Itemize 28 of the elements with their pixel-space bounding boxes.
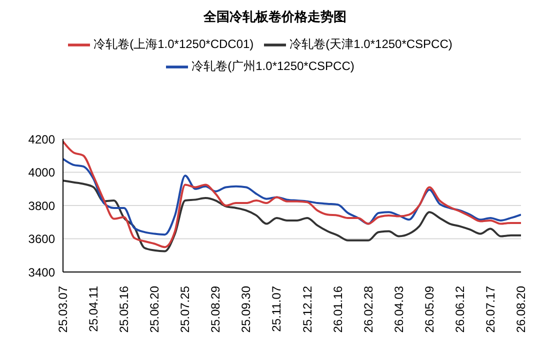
line-series (63, 180, 521, 252)
x-tick-label: 25.05.16 (117, 286, 132, 333)
x-tick-label: 25.11.07 (270, 286, 284, 332)
legend-label: 冷轧卷(上海1.0*1250*CDC01) (94, 37, 254, 52)
line-series (63, 158, 521, 236)
x-tick-label: 26.08.20 (514, 286, 528, 333)
x-tick-label: 26.06.12 (452, 286, 467, 333)
x-tick-label: 25.08.29 (208, 286, 223, 333)
x-tick-label: 25.12.12 (300, 286, 314, 333)
y-tick-label: 3400 (28, 265, 56, 280)
x-tick-label: 26.07.17 (483, 286, 498, 333)
x-tick-label: 25.07.25 (178, 286, 192, 333)
y-tick-label: 3600 (28, 232, 56, 246)
x-tick-label: 25.04.11 (86, 286, 101, 332)
x-tick-label: 26.01.16 (330, 286, 345, 333)
line-series (63, 140, 521, 248)
x-tick-label: 26.02.28 (361, 286, 376, 333)
chart-title: 全国冷轧板卷价格走势图 (202, 9, 348, 26)
x-tick-label: 26.05.09 (422, 286, 436, 333)
legend-label: 冷轧卷(天津1.0*1250*CSPCC) (290, 37, 452, 52)
x-tick-label: 26.04.03 (392, 286, 406, 333)
y-tick-label: 3800 (28, 198, 56, 213)
y-tick-label: 4200 (28, 132, 56, 146)
y-tick-label: 4000 (28, 166, 56, 180)
legend-label: 冷轧卷(广州1.0*1250*CSPCC) (192, 59, 354, 74)
x-tick-label: 25.06.20 (148, 286, 162, 333)
x-tick-label: 25.09.30 (239, 286, 254, 333)
x-tick-label: 25.03.07 (56, 286, 70, 333)
